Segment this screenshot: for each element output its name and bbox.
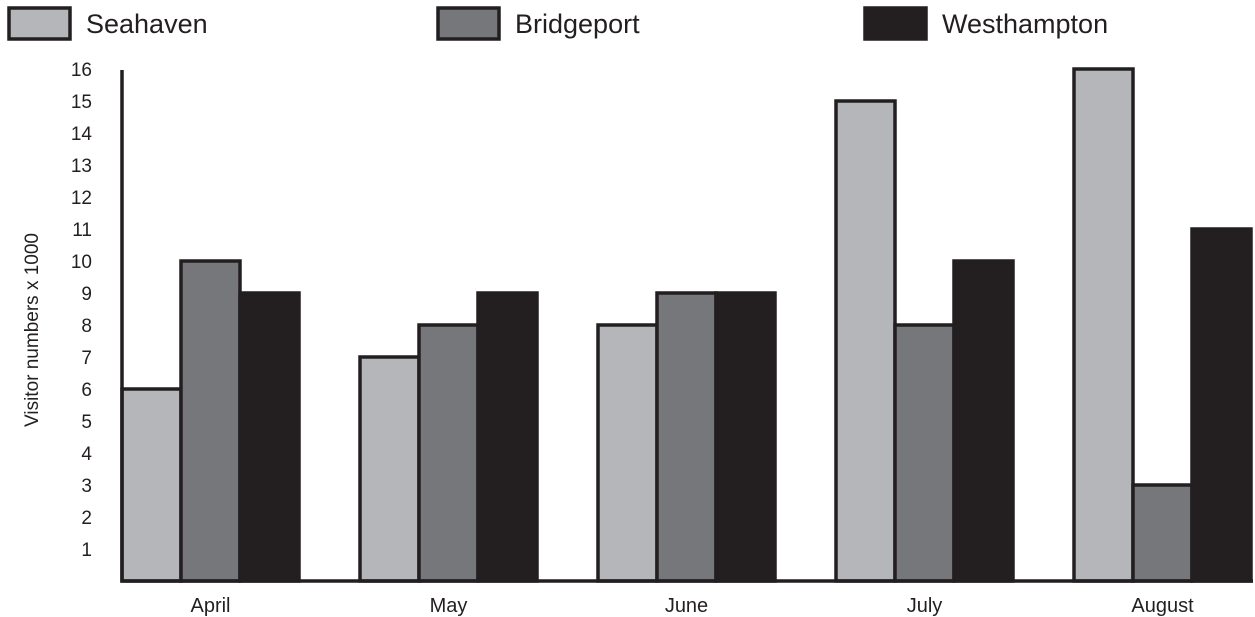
- y-tick-label: 8: [81, 316, 92, 337]
- bar-bridgeport-july: [893, 323, 956, 583]
- bar-westhampton-august: [1190, 227, 1253, 583]
- axes: [120, 70, 1253, 583]
- legend-label-westhampton: Westhampton: [942, 9, 1108, 39]
- y-tick-label: 3: [81, 476, 92, 497]
- y-tick-label: 9: [81, 284, 92, 305]
- y-tick-label: 10: [71, 252, 92, 273]
- x-tick-label-may: May: [430, 595, 468, 617]
- bars: [120, 67, 1253, 583]
- legend: Seahaven Bridgeport Westhampton: [7, 6, 1108, 41]
- bar-seahaven-may: [358, 355, 421, 583]
- y-tick-label: 5: [81, 412, 92, 433]
- y-tick-label: 11: [72, 220, 92, 241]
- legend-swatch-bridgeport: [436, 6, 501, 41]
- y-tick-label: 16: [71, 60, 92, 81]
- bar-bridgeport-august: [1131, 483, 1194, 583]
- legend-label-bridgeport: Bridgeport: [515, 9, 640, 39]
- bar-seahaven-april: [120, 387, 183, 583]
- legend-swatch-seahaven: [7, 6, 72, 41]
- bar-westhampton-july: [952, 259, 1015, 583]
- x-tick-label-july: July: [907, 595, 943, 617]
- bar-bridgeport-june: [655, 291, 718, 583]
- bar-westhampton-may: [476, 291, 539, 583]
- y-tick-label: 14: [71, 124, 93, 145]
- y-tick-label: 2: [81, 508, 92, 529]
- y-tick-label: 12: [71, 188, 92, 209]
- y-tick-label: 1: [81, 540, 92, 561]
- y-tick-label: 7: [81, 348, 92, 369]
- bar-seahaven-july: [834, 99, 897, 583]
- x-tick-label-april: April: [190, 595, 230, 617]
- bar-westhampton-june: [714, 291, 777, 583]
- y-tick-label: 13: [71, 156, 92, 177]
- bar-seahaven-june: [596, 323, 659, 583]
- bar-bridgeport-may: [417, 323, 480, 583]
- legend-label-seahaven: Seahaven: [86, 9, 208, 39]
- bar-westhampton-april: [238, 291, 301, 583]
- x-tick-label-june: June: [665, 595, 708, 617]
- y-tick-label: 6: [81, 380, 92, 401]
- bar-seahaven-august: [1072, 67, 1135, 583]
- y-tick-label: 15: [71, 92, 92, 113]
- x-axis-ticks: April May June July August: [190, 595, 1194, 617]
- bar-bridgeport-april: [179, 259, 242, 583]
- y-axis-label: Visitor numbers x 1000: [22, 233, 43, 427]
- legend-swatch-westhampton: [863, 6, 928, 41]
- x-tick-label-august: August: [1131, 595, 1194, 617]
- y-tick-label: 4: [81, 444, 92, 465]
